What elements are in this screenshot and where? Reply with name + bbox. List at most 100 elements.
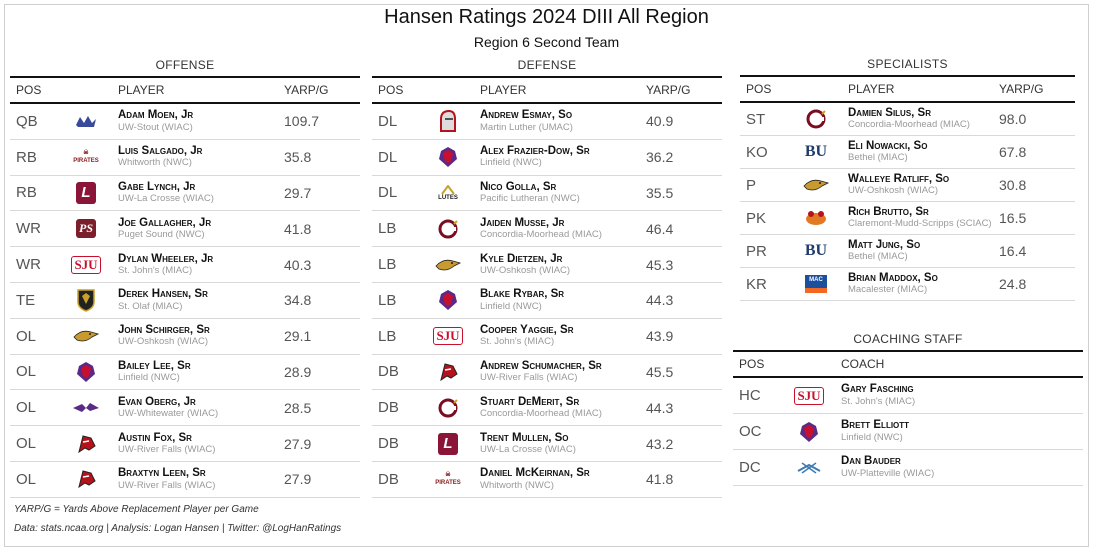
footnote: YARP/G = Yards Above Replacement Player … xyxy=(14,504,259,515)
offense-row-team: UW-La Crosse (WIAC) xyxy=(118,193,214,205)
defense-row-player: Jaiden Musse, Jr Concordia-Moorhead (MIAC… xyxy=(480,217,646,241)
coaching-row-player: Gary Fasching St. John's (MIAC) xyxy=(841,383,1083,407)
specialists-row-value: 16.5 xyxy=(999,210,1027,226)
offense-row: OL Bailey Lee, Sr Linfield (NWC) 28.9 xyxy=(10,355,360,391)
defense-row: DL Alex Frazier-Dow, Sr Linfield (NWC) 36.2 xyxy=(372,140,722,176)
defense-row-value: 35.5 xyxy=(646,184,674,201)
offense-row-player: Luis Salgado, Jr Whitworth (NWC) xyxy=(118,145,284,169)
offense-table-header: POS PLAYER YARP/G xyxy=(10,76,360,104)
defense-row-team: Martin Luther (UMAC) xyxy=(480,121,573,133)
offense-row-value: 35.8 xyxy=(284,149,312,166)
offense-row-position: OL xyxy=(16,399,37,417)
defense-row-player: Cooper Yaggie, Sr St. John's (MIAC) xyxy=(480,324,646,348)
coaching-row-team: UW-Platteville (WIAC) xyxy=(841,467,935,479)
offense-row-player: Austin Fox, Sr UW-River Falls (WIAC) xyxy=(118,432,284,456)
defense-row-player: Alex Frazier-Dow, Sr Linfield (NWC) xyxy=(480,145,646,169)
offense-row-team: St. Olaf (MIAC) xyxy=(118,300,183,312)
offense-row-position: OL xyxy=(16,363,37,381)
specialists-row-value: 24.8 xyxy=(999,276,1027,292)
offense-row-name: Adam Moen, Jr xyxy=(118,109,194,122)
specialists-row-name: Brian Maddox, So xyxy=(848,271,938,284)
offense-row-position: OL xyxy=(16,327,37,345)
offense-row: WR PS Joe Gallagher, Jr Puget Sound (NWC) 41… xyxy=(10,211,360,248)
defense-row-value: 40.9 xyxy=(646,113,674,130)
offense-row-name: Bailey Lee, Sr xyxy=(118,359,191,372)
offense-row-value: 27.9 xyxy=(284,471,312,488)
coaching-row-player: Brett Elliott Linfield (NWC) xyxy=(841,419,1083,443)
specialists-row-player: Matt Jung, So Bethel (MIAC) xyxy=(848,239,999,263)
specialists-row-team: Claremont-Mudd-Scripps (SCIAC) xyxy=(848,218,992,230)
offense-row-team: UW-Whitewater (WIAC) xyxy=(118,407,219,419)
defense-row-team: Whitworth (NWC) xyxy=(480,479,554,491)
infographic-frame xyxy=(4,4,1089,547)
offense-row-name: Evan Oberg, Jr xyxy=(118,395,196,408)
offense-row-team: Whitworth (NWC) xyxy=(118,157,192,169)
specialists-row-team: Bethel (MIAC) xyxy=(848,152,908,164)
offense-row-value: 40.3 xyxy=(284,256,312,273)
defense-row: LB SJU Cooper Yaggie, Sr St. John's (MIAC) 4… xyxy=(372,319,722,355)
specialists-row-name: Walleye Ratliff, So xyxy=(848,172,950,185)
uw-platteville-logo xyxy=(791,456,827,480)
defense-header-pos: POS xyxy=(378,83,404,97)
defense-row-position: DB xyxy=(378,363,399,381)
uw-river-falls-logo xyxy=(430,360,466,384)
whitworth-logo: ☠ PIRATES xyxy=(73,150,99,165)
offense-row-position: TE xyxy=(16,291,36,309)
defense-row-position: DB xyxy=(378,470,399,488)
offense-row-player: Bailey Lee, Sr Linfield (NWC) xyxy=(118,360,284,384)
page-title: Hansen Ratings 2024 DIII All Region xyxy=(384,6,709,28)
defense-row-team: Concordia-Moorhead (MIAC) xyxy=(480,228,602,240)
defense-row-position: LB xyxy=(378,256,397,274)
offense-row-name: Austin Fox, Sr xyxy=(118,431,192,444)
coaching-row-position: HC xyxy=(739,387,761,404)
defense-row-name: Andrew Schumacher, Sr xyxy=(480,359,602,372)
defense-row: DB L Trent Mullen, So UW-La Crosse (WIAC) 43… xyxy=(372,426,722,462)
offense-row: TE Derek Hansen, Sr St. Olaf (MIAC) 34.8 xyxy=(10,283,360,319)
defense-row-value: 43.2 xyxy=(646,435,674,452)
defense-row-position: DB xyxy=(378,435,399,453)
defense-row-name: Daniel McKeirnan, Sr xyxy=(480,467,590,480)
specialists-row: KO BU Eli Nowacki, So Bethel (MIAC) 67.8 xyxy=(740,136,1075,169)
defense-row-player: Stuart DeMerit, Sr Concordia-Moorhead (MI… xyxy=(480,396,646,420)
offense-row-team: Puget Sound (NWC) xyxy=(118,228,205,240)
coaching-row-name: Brett Elliott xyxy=(841,419,910,432)
defense-row-name: Blake Rybar, Sr xyxy=(480,288,565,301)
defense-row-team: UW-Oshkosh (WIAC) xyxy=(480,264,571,276)
offense-row-value: 29.1 xyxy=(284,328,312,345)
coaching-table: POS COACH HC SJU Gary Fasching St. John's (… xyxy=(733,350,1083,486)
specialists-table-header: POS PLAYER YARP/G xyxy=(740,75,1075,103)
coaching-table-header: POS COACH xyxy=(733,350,1083,378)
offense-row-position: OL xyxy=(16,470,37,488)
specialists-row-position: ST xyxy=(746,110,766,128)
specialists-row-value: 67.8 xyxy=(999,144,1027,160)
offense-row-name: Braxtyn Leen, Sr xyxy=(118,467,206,480)
offense-row-name: Joe Gallagher, Jr xyxy=(118,216,212,229)
offense-row-value: 28.9 xyxy=(284,363,312,380)
uw-oshkosh-logo xyxy=(430,253,466,277)
defense-row-position: DB xyxy=(378,399,399,417)
offense-row: OL John Schirger, Sr UW-Oshkosh (WIAC) 29.1 xyxy=(10,319,360,355)
offense-row-team: UW-River Falls (WIAC) xyxy=(118,443,216,455)
defense-row-name: Jaiden Musse, Jr xyxy=(480,216,565,229)
defense-row-position: LB xyxy=(378,220,397,238)
defense-table: POS PLAYER YARP/G DL Andrew Esmay, So Mart… xyxy=(372,76,722,498)
concordia-moorhead-logo xyxy=(430,396,466,420)
defense-row-team: UW-River Falls (WIAC) xyxy=(480,372,578,384)
specialists-header-pos: POS xyxy=(746,82,772,96)
defense-row-team: St. John's (MIAC) xyxy=(480,336,555,348)
specialists-row-team: UW-Oshkosh (WIAC) xyxy=(848,185,939,197)
pacific-lutheran-logo: LUTES xyxy=(430,181,466,205)
offense-row-value: 34.8 xyxy=(284,292,312,309)
offense-row-player: Gabe Lynch, Jr UW-La Crosse (WIAC) xyxy=(118,181,284,205)
offense-row: OL Braxtyn Leen, Sr UW-River Falls (WIAC) 2… xyxy=(10,462,360,498)
coaching-row: OC Brett Elliott Linfield (NWC) xyxy=(733,414,1083,450)
specialists-row: ST Damien Silus, Sr Concordia-Moorhead (MI… xyxy=(740,103,1075,136)
offense-row-value: 109.7 xyxy=(284,113,320,130)
coaching-row-name: Dan Bauder xyxy=(841,455,901,468)
specialists-row-value: 16.4 xyxy=(999,243,1027,259)
defense-row-team: Pacific Lutheran (NWC) xyxy=(480,193,580,205)
defense-row-position: DL xyxy=(378,148,398,166)
page-subtitle: Region 6 Second Team xyxy=(473,34,620,50)
defense-row-team: Concordia-Moorhead (MIAC) xyxy=(480,407,602,419)
offense-row-team: UW-River Falls (WIAC) xyxy=(118,479,216,491)
